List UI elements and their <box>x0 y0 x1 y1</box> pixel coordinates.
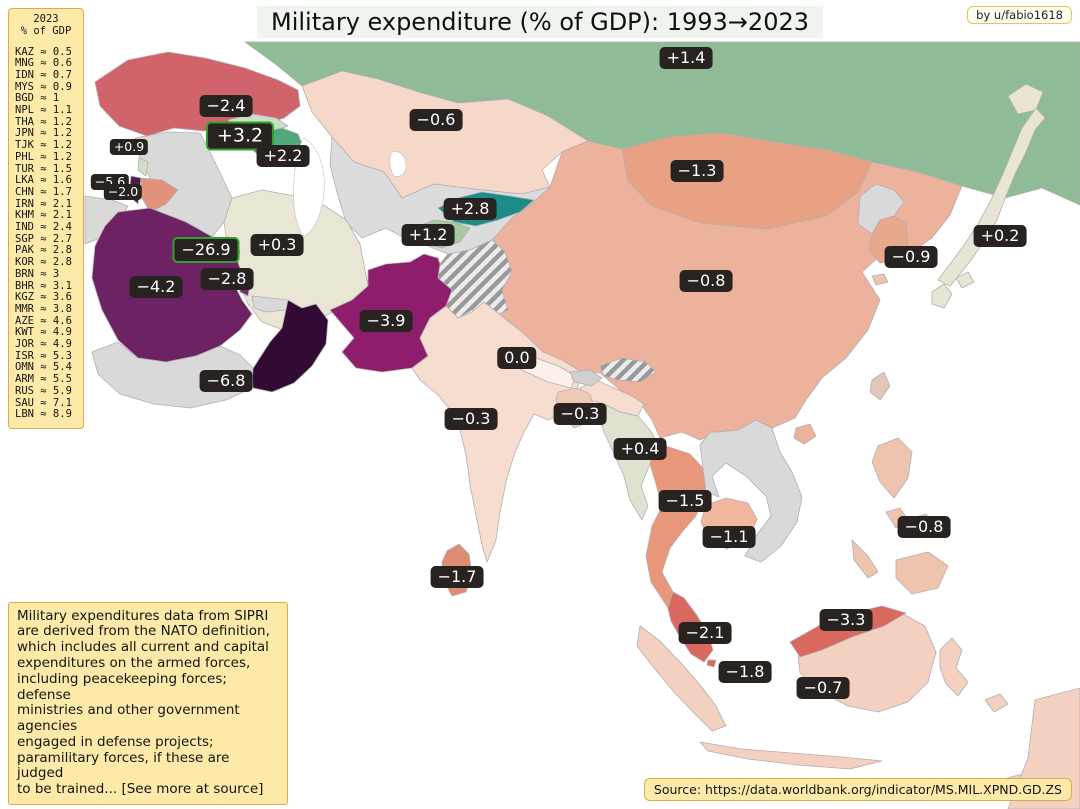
map-value-label: +2.2 <box>256 145 310 167</box>
map-value-label: −1.1 <box>702 526 756 548</box>
map-value-label: +0.3 <box>250 234 304 256</box>
legend-entry: KWT ≈ 4.9 <box>15 326 72 339</box>
map-value-label: −6.8 <box>199 370 253 392</box>
island-sulawesi <box>939 637 969 697</box>
map-value-label: +3.2 <box>205 121 275 151</box>
legend-entry: ISR ≈ 5.3 <box>15 349 72 362</box>
legend-entry: MMR ≈ 3.8 <box>15 302 72 315</box>
legend-entries: KAZ ≈ 0.5 MNG ≈ 0.6 IDN ≈ 0.7 MYS ≈ 0.9 BGD … <box>15 45 77 422</box>
country-philippines-mindanao <box>895 551 949 595</box>
legend-entry: LKA ≈ 1.6 <box>15 174 72 187</box>
country-japan-hokkaido <box>1007 83 1044 115</box>
legend-entry: THA ≈ 1.2 <box>15 115 72 128</box>
source-link[interactable]: Source: https://data.worldbank.org/indic… <box>643 778 1072 801</box>
country-taiwan <box>869 371 891 401</box>
map-value-label: −1.8 <box>718 661 772 683</box>
map-value-label: −0.3 <box>444 408 498 430</box>
legend-entry: SGP ≈ 2.7 <box>15 232 72 245</box>
legend-entry: CHN ≈ 1.7 <box>15 185 72 198</box>
legend-entry: IRN ≈ 2.1 <box>15 197 72 210</box>
legend-entry: IDN ≈ 0.7 <box>15 68 72 81</box>
legend-panel: 2023 % of GDP KAZ ≈ 0.5 MNG ≈ 0.6 IDN ≈ 0.… <box>8 8 84 429</box>
map-value-label: +0.4 <box>613 438 667 460</box>
map-value-label: −2.4 <box>199 95 253 117</box>
legend-entry: LBN ≈ 8.9 <box>15 408 72 421</box>
legend-entry: PHL ≈ 1.2 <box>15 150 72 163</box>
legend-entry: ARM ≈ 5.5 <box>15 373 72 386</box>
country-myanmar <box>595 403 659 521</box>
legend-entry: KOR ≈ 2.8 <box>15 256 72 269</box>
map-value-label: −0.8 <box>897 516 951 538</box>
country-philippines-luzon <box>871 437 913 499</box>
country-japan-shikoku <box>955 271 975 289</box>
legend-entry: BHR ≈ 3.1 <box>15 279 72 292</box>
legend-entry: IND ≈ 2.4 <box>15 221 72 234</box>
country-jordan <box>140 177 179 213</box>
island-hainan <box>793 423 817 445</box>
island-java <box>699 741 883 770</box>
legend-entry: KGZ ≈ 3.6 <box>15 291 72 304</box>
country-japan-honshu <box>937 107 1046 287</box>
legend-entry: NPL ≈ 1.1 <box>15 104 72 117</box>
legend-entry: AZE ≈ 4.6 <box>15 314 72 327</box>
island-sumatra <box>636 625 727 732</box>
island-jeju <box>871 273 889 286</box>
map-value-label: +1.2 <box>401 224 455 246</box>
legend-entry: TJK ≈ 1.2 <box>15 139 72 152</box>
country-lebanon <box>137 157 149 177</box>
legend-entry: BGD ≈ 1 <box>15 92 60 105</box>
country-japan-kyushu <box>931 283 953 309</box>
map-value-label: −4.2 <box>129 276 183 298</box>
aral-sea <box>389 151 407 177</box>
map-value-label: −0.9 <box>884 246 938 268</box>
map-value-label: −2.1 <box>678 622 732 644</box>
legend-entry: JPN ≈ 1.2 <box>15 127 72 140</box>
country-bhutan <box>569 369 603 387</box>
country-india-northeast <box>579 379 645 417</box>
legend-entry: KHM ≈ 2.1 <box>15 209 72 222</box>
map-value-label: −0.7 <box>796 677 850 699</box>
map-value-label: −1.3 <box>670 160 724 182</box>
legend-entry: MNG ≈ 0.6 <box>15 57 72 70</box>
legend-entry: OMN ≈ 5.4 <box>15 361 72 374</box>
map-value-label: −2.0 <box>103 184 143 200</box>
legend-entry: TUR ≈ 1.5 <box>15 162 72 175</box>
country-oman <box>251 299 329 393</box>
map-value-label: +0.2 <box>973 225 1027 247</box>
country-laos-vietnam <box>699 419 803 563</box>
map-value-label: −0.6 <box>409 109 463 131</box>
map-value-label: −0.3 <box>553 403 607 425</box>
map-value-label: −0.8 <box>679 270 733 292</box>
legend-entry: RUS ≈ 5.9 <box>15 384 72 397</box>
credit-badge: by u/fabio1618 <box>967 6 1072 24</box>
map-value-label: −3.3 <box>819 609 873 631</box>
legend-entry: JOR ≈ 4.9 <box>15 338 72 351</box>
map-value-label: +1.4 <box>659 47 713 69</box>
region-disputed-hatched <box>599 357 657 383</box>
island-moluccas <box>984 693 1009 713</box>
country-philippines-palawan <box>851 539 879 579</box>
map-value-label: +0.9 <box>109 139 149 155</box>
country-thailand <box>645 443 707 609</box>
map-value-label: −3.9 <box>359 310 413 332</box>
country-singapore <box>706 659 717 668</box>
map-value-label: 0.0 <box>497 347 537 369</box>
legend-entry: PAK ≈ 2.8 <box>15 244 72 257</box>
map-value-label: −1.7 <box>430 566 484 588</box>
legend-entry: KAZ ≈ 0.5 <box>15 45 72 58</box>
legend-entry: MYS ≈ 0.9 <box>15 80 72 93</box>
legend-entry: BRN ≈ 3 <box>15 267 60 280</box>
map-value-label: +2.8 <box>443 198 497 220</box>
map-value-label: −1.5 <box>658 490 712 512</box>
methodology-note: Military expenditures data from SIPRI ar… <box>8 601 288 805</box>
map-value-label: −26.9 <box>172 237 240 263</box>
legend-title: 2023 % of GDP <box>20 13 72 37</box>
map-value-label: −2.8 <box>200 268 254 290</box>
page-title: Military expenditure (% of GDP): 1993→20… <box>257 6 823 38</box>
legend-entry: SAU ≈ 7.1 <box>15 396 72 409</box>
